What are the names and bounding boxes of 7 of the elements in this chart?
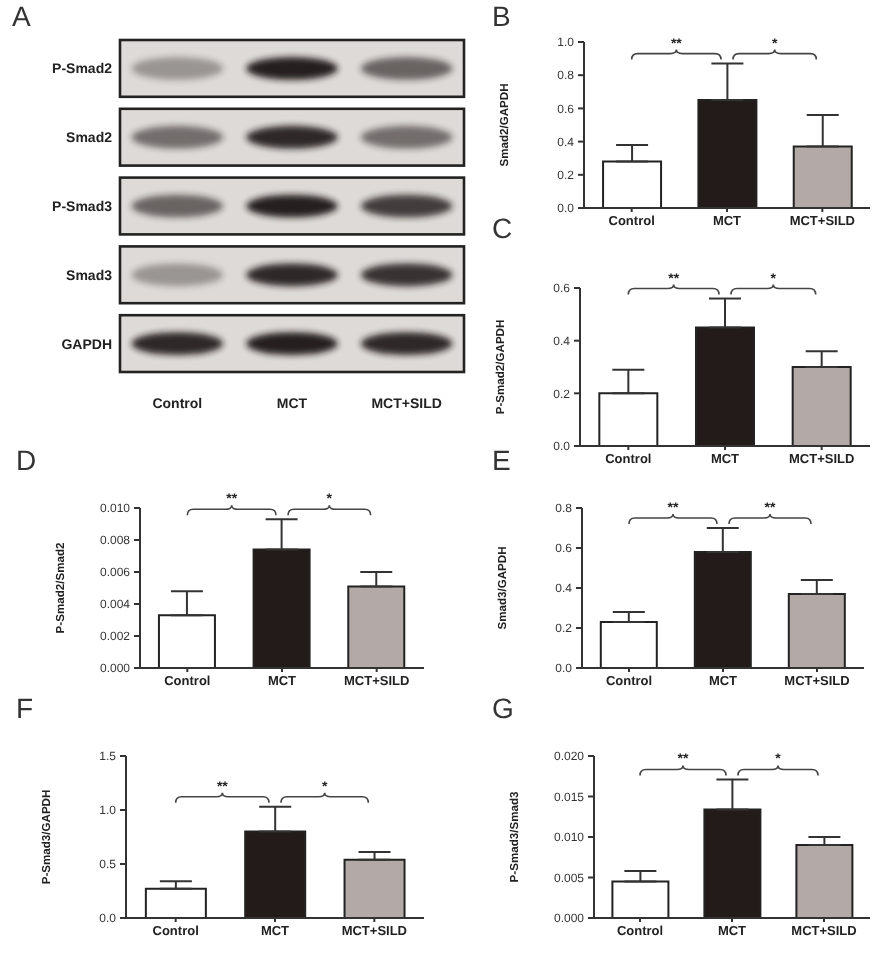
text: A [12,0,31,32]
chart-title: F [16,692,34,724]
chart-title: E [492,444,511,476]
chart-title: D [16,444,37,476]
chart-title: G [492,692,514,724]
chart-title: B [492,0,511,32]
chart-title: C [492,212,513,244]
